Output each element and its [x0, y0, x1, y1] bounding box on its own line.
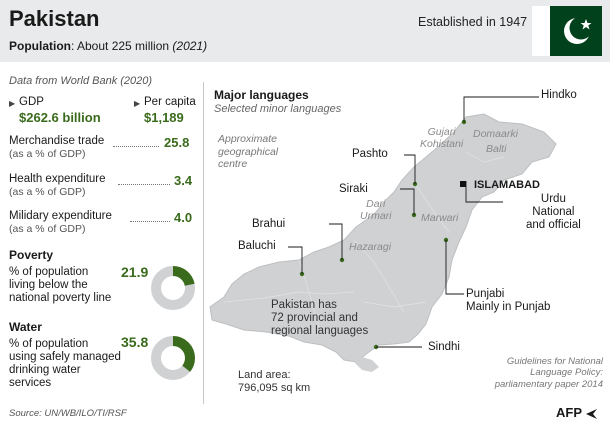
guidelines-line3: parliamentary paper 2014	[494, 378, 603, 390]
urdu-line2: National	[532, 206, 575, 219]
gujari-line1: Gujari	[427, 126, 456, 138]
label-siraki: Siraki	[339, 183, 368, 195]
poverty-title: Poverty	[9, 248, 54, 262]
health-value: 3.4	[174, 173, 193, 188]
minor-dari: Dari Urmari	[360, 198, 392, 222]
pashto-dot	[412, 181, 418, 187]
islamabad-marker	[460, 181, 466, 187]
map-title: Major languages	[214, 88, 309, 102]
minor-balti: Balti	[486, 143, 507, 155]
trade-value: 25.8	[164, 135, 190, 150]
military-label: Milidary expenditure	[9, 210, 112, 222]
geo-centre-line2: geographical	[218, 145, 279, 158]
trade-label: Merchandise trade	[9, 135, 105, 147]
guidelines-line2: Language Policy:	[530, 367, 603, 379]
land-area: Land area: 796,095 sq km	[238, 369, 310, 394]
minor-gujari: Gujari Kohistani	[420, 126, 463, 150]
population-value: : About 225 million	[71, 39, 170, 53]
afp-arrow-icon	[586, 408, 598, 419]
page-title: Pakistan	[9, 6, 100, 31]
guidelines-note: Guidelines for National Language Policy:…	[481, 356, 603, 390]
dotted-leader	[113, 146, 159, 147]
languages-line1: Pakistan has	[271, 299, 337, 311]
dari-line1: Dari	[366, 198, 386, 210]
header-band: Pakistan Population: About 225 million (…	[0, 0, 610, 62]
poverty-donut-fill	[151, 266, 195, 310]
urdu-line3: and official	[526, 219, 581, 232]
area-line1: Land area:	[238, 369, 291, 381]
languages-line3: regional languages	[271, 325, 369, 338]
dotted-leader	[130, 221, 170, 222]
poverty-line1: % of population	[9, 266, 89, 278]
water-donut-fill	[151, 336, 195, 380]
label-punjabi: Punjabi Mainly in Punjab	[466, 288, 550, 314]
water-title: Water	[9, 320, 42, 334]
poverty-line3: national poverty line	[9, 292, 112, 304]
label-hindko: Hindko	[541, 89, 577, 101]
minor-domaarki: Domaarki	[473, 128, 518, 140]
dotted-leader	[118, 184, 170, 185]
minor-hazaragi: Hazaragi	[349, 241, 392, 253]
punjabi-line2: Mainly in Punjab	[466, 301, 551, 314]
water-line1: % of population	[9, 338, 89, 350]
pakistan-flag-icon	[532, 6, 602, 56]
health-label: Health expenditure	[9, 173, 106, 185]
gujari-line2: Kohistani	[420, 138, 464, 151]
source-text: Source: UN/WB/ILO/TI/RSF	[9, 408, 127, 419]
poverty-donut	[151, 266, 195, 310]
label-baluchi: Baluchi	[238, 240, 276, 252]
health-sub: (as a % of GDP)	[9, 186, 86, 198]
languages-line2: 72 provincial and	[271, 312, 358, 325]
poverty-line2: living below the	[9, 279, 88, 291]
geo-centre-note: Approximate geographical centre	[218, 133, 278, 171]
pakistan-map	[209, 96, 557, 372]
urdu-line1: Urdu	[540, 193, 566, 205]
population-line: Population: About 225 million (2021)	[9, 39, 207, 53]
water-line2: using safely managed	[9, 351, 121, 363]
afp-logo-text: AFP	[556, 405, 582, 420]
label-islamabad: ISLAMABAD	[474, 179, 540, 191]
languages-count-note: Pakistan has 72 provincial and regional …	[271, 299, 368, 339]
triangle-icon: ▶	[9, 99, 16, 108]
water-line4: services	[9, 377, 52, 389]
per-capita-label: Per capita	[144, 96, 196, 108]
military-sub: (as a % of GDP)	[9, 223, 86, 235]
poverty-value: 21.9	[121, 264, 149, 280]
population-year: (2021)	[172, 39, 208, 53]
geo-centre-line3: centre	[218, 158, 248, 171]
label-pashto: Pashto	[352, 148, 388, 160]
gdp-label: GDP	[19, 96, 44, 108]
triangle-icon: ▶	[134, 99, 141, 108]
per-capita-value: $1,189	[144, 110, 184, 125]
map-subtitle: Selected minor languages	[214, 103, 342, 115]
label-sindhi: Sindhi	[428, 341, 460, 353]
area-line2: 796,095 sq km	[238, 381, 311, 394]
trade-sub: (as a % of GDP)	[9, 148, 86, 160]
water-line3: drinking water	[9, 364, 81, 376]
data-source-note: Data from World Bank (2020)	[9, 75, 153, 87]
water-donut	[151, 336, 195, 380]
punjabi-line1: Punjabi	[466, 288, 505, 300]
military-value: 4.0	[174, 210, 193, 225]
population-label: Population	[9, 39, 71, 53]
dari-line2: Urmari	[360, 210, 392, 223]
afp-logo: AFP	[556, 405, 599, 420]
established-text: Established in 1947	[418, 15, 528, 29]
water-value: 35.8	[121, 334, 149, 350]
column-divider	[203, 82, 204, 404]
guidelines-line1: Guidelines for National	[506, 356, 603, 367]
gdp-value: $262.6 billion	[19, 110, 101, 125]
minor-marwari: Marwari	[421, 212, 459, 224]
geo-centre-line1: Approximate	[218, 133, 277, 145]
label-brahui: Brahui	[252, 218, 286, 230]
label-urdu: Urdu National and official	[526, 193, 581, 233]
